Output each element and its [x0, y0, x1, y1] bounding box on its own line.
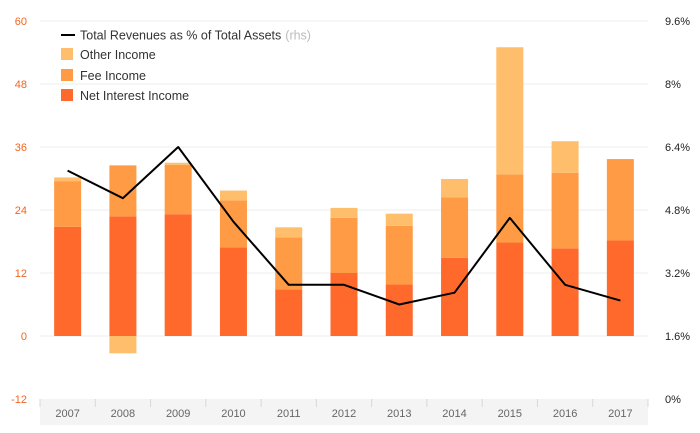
bar-net-interest-income — [330, 273, 358, 336]
y-right-tick-label: 3.2% — [665, 268, 690, 280]
x-axis-band — [40, 399, 648, 425]
bar-fee-income — [606, 159, 634, 241]
x-tick-label: 2011 — [277, 408, 301, 420]
y-left-tick-label: 36 — [15, 142, 27, 154]
bar-other-income — [275, 227, 303, 238]
y-right-tick-label: 1.6% — [665, 331, 690, 343]
x-tick-label: 2016 — [553, 408, 577, 420]
y-right-tick-label: 8% — [665, 79, 681, 91]
x-tick-label: 2017 — [608, 408, 632, 420]
x-tick-label: 2009 — [166, 408, 190, 420]
legend-item-line: Total Revenues as % of Total Assets (rhs) — [61, 29, 311, 43]
bar-fee-income — [551, 172, 579, 249]
bar-fee-income — [54, 181, 82, 227]
bar-fee-income — [441, 197, 469, 258]
bar-net-interest-income — [275, 289, 303, 336]
legend-item-other-income: Other Income — [61, 48, 156, 62]
legend-item-fee-income: Fee Income — [61, 69, 146, 83]
bar-net-interest-income — [496, 242, 524, 336]
legend-label-total-revenues: Total Revenues as % of Total Assets — [80, 29, 281, 43]
bar-net-interest-income — [109, 216, 137, 336]
bar-other-income — [164, 162, 192, 165]
bar-net-interest-income — [606, 240, 634, 336]
line-total-revenues-pct-assets — [67, 146, 621, 306]
legend-label-fee-income: Fee Income — [80, 69, 146, 83]
legend-swatch-fee-income — [61, 69, 73, 81]
right-axis: 0% 1.6% 3.2% 4.8% 6.4% 8% 9.6% — [665, 16, 690, 406]
bar-net-interest-income — [54, 226, 82, 336]
y-right-tick-label: 4.8% — [665, 205, 690, 217]
y-left-tick-label: 24 — [15, 205, 27, 217]
bar-other-income — [385, 213, 413, 226]
y-right-tick-label: 0% — [665, 394, 681, 406]
legend: Total Revenues as % of Total Assets (rhs)… — [61, 29, 311, 103]
bar-series — [54, 47, 634, 354]
bar-fee-income — [109, 165, 137, 217]
y-left-tick-label: 48 — [15, 79, 27, 91]
y-right-tick-label: 9.6% — [665, 16, 690, 28]
bar-other-income — [54, 177, 82, 182]
legend-label-net-interest-income: Net Interest Income — [80, 89, 189, 103]
bar-other-income — [109, 336, 137, 354]
bar-net-interest-income — [219, 247, 247, 336]
y-left-tick-label: 60 — [15, 16, 27, 28]
legend-note-rhs: (rhs) — [285, 29, 311, 43]
bar-other-income — [441, 179, 469, 198]
x-tick-label: 2010 — [221, 408, 245, 420]
bar-net-interest-income — [551, 248, 579, 336]
legend-item-net-interest-income: Net Interest Income — [61, 89, 189, 103]
y-left-tick-label: 0 — [21, 331, 27, 343]
legend-swatch-net-interest-income — [61, 89, 73, 101]
y-left-tick-label: -12 — [11, 394, 27, 406]
y-left-tick-label: 12 — [15, 268, 27, 280]
x-tick-label: 2008 — [111, 408, 135, 420]
y-right-tick-label: 6.4% — [665, 142, 690, 154]
bar-net-interest-income — [164, 214, 192, 336]
bar-net-interest-income — [385, 284, 413, 336]
bar-other-income — [219, 190, 247, 201]
x-tick-label: 2012 — [332, 408, 356, 420]
legend-swatch-other-income — [61, 48, 73, 60]
bar-other-income — [551, 141, 579, 173]
bar-fee-income — [385, 225, 413, 285]
x-tick-label: 2015 — [498, 408, 522, 420]
left-axis: -12 0 12 24 36 48 60 — [11, 16, 27, 406]
x-tick-label: 2014 — [442, 408, 466, 420]
bar-fee-income — [330, 217, 358, 273]
bar-net-interest-income — [441, 257, 469, 336]
svg-text:Total Revenues as % of Total A: Total Revenues as % of Total Assets (rhs) — [80, 29, 311, 43]
x-tick-label: 2013 — [387, 408, 411, 420]
bar-fee-income — [275, 237, 303, 290]
bar-other-income — [330, 207, 358, 218]
x-tick-label: 2007 — [55, 408, 79, 420]
legend-label-other-income: Other Income — [80, 48, 156, 62]
bar-other-income — [496, 47, 524, 175]
line-series — [67, 146, 621, 306]
bar-fee-income — [164, 164, 192, 215]
x-axis: 2007 2008 2009 2010 2011 2012 2013 2014 2015 2016… — [39, 399, 649, 425]
